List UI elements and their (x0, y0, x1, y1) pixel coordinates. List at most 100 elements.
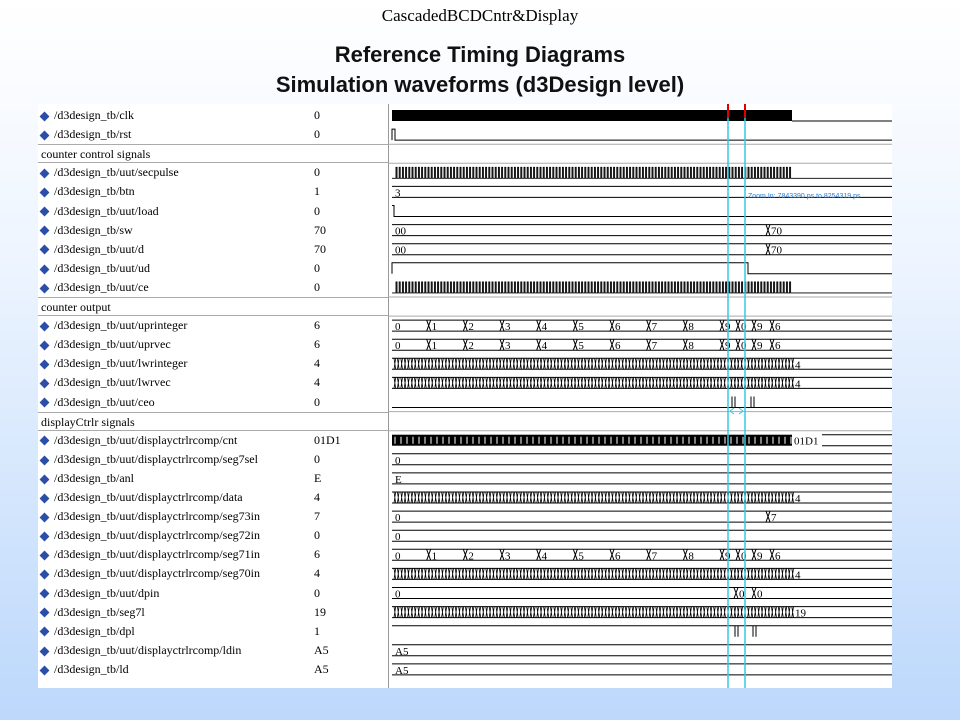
signal-value (310, 411, 388, 431)
signal-name[interactable]: /d3design_tb/sw (38, 221, 310, 240)
signal-diamond-icon (39, 168, 50, 179)
signal-diamond-icon (39, 111, 50, 122)
bus-value-label: 0 (739, 589, 745, 601)
bus-transition (682, 549, 688, 561)
signal-name[interactable]: /d3design_tb/clk (38, 106, 310, 125)
bus-value-label: 6 (775, 550, 781, 562)
header-title: CascadedBCDCntr&Display (381, 6, 579, 25)
signal-value (310, 297, 388, 316)
bus-value-label: 7 (771, 512, 777, 524)
waveform-row: A5 (392, 663, 892, 677)
waveform-row: 00 70 (392, 224, 892, 238)
signal-name[interactable]: /d3design_tb/uut/displayctrlrcomp/seg70i… (38, 564, 310, 583)
signal-name[interactable]: /d3design_tb/rst (38, 125, 310, 144)
signal-value: 4 (314, 566, 320, 581)
bus-transition (572, 549, 578, 561)
signal-name-label: /d3design_tb/uut/uprvec (54, 337, 171, 352)
signal-name[interactable]: /d3design_tb/uut/displayctrlrcomp/seg71i… (38, 545, 310, 564)
signal-diamond-icon (39, 283, 50, 294)
signal-value: A5 (314, 661, 329, 676)
signal-name[interactable]: /d3design_tb/uut/displayctrlrcomp/cnt (38, 431, 310, 450)
signal-name[interactable]: /d3design_tb/uut/uprinteger (38, 316, 310, 335)
signal-name[interactable]: /d3design_tb/uut/secpulse (38, 163, 310, 182)
bus-value-label: 7 (652, 340, 658, 352)
signal-diamond-icon (39, 474, 50, 485)
bus-value-label: 8 (688, 321, 694, 333)
signal-value (310, 144, 388, 164)
bus-transition (426, 549, 432, 561)
bus-transition (751, 319, 757, 332)
signal-name[interactable]: /d3design_tb/uut/displayctrlrcomp/ldin (38, 641, 310, 660)
bus-value-label: 19 (795, 608, 807, 620)
signal-name[interactable]: /d3design_tb/uut/lwrinteger (38, 354, 310, 373)
signal-value: 0 (314, 451, 320, 466)
signal-diamond-icon (39, 455, 50, 465)
bus-transition (735, 339, 741, 351)
bus-transition (769, 319, 775, 332)
signal-value: 7 (314, 509, 320, 524)
signal-name[interactable]: /d3design_tb/uut/d (38, 240, 310, 259)
dense-bus (393, 358, 794, 370)
dense-bus (393, 491, 794, 504)
bus-transition (751, 549, 757, 561)
waveform-row: 19 (392, 606, 892, 620)
bus-value-label: 0 (741, 340, 747, 352)
signal-name[interactable]: /d3design_tb/uut/displayctrlrcomp/data (38, 488, 310, 507)
signal-value: 0 (314, 108, 320, 122)
signal-name[interactable]: /d3design_tb/uut/load (38, 202, 310, 221)
signal-value-column: 0 0 0 1 0 70 70 0 0 6 6 4 4 0 01D1 0 E 4 7 0 6 4 0 19 1 A5 A5 (310, 104, 389, 688)
signal-diamond-icon (39, 244, 50, 255)
signal-name[interactable]: /d3design_tb/uut/uprvec (38, 335, 310, 354)
signal-name[interactable]: /d3design_tb/uut/ce (38, 278, 310, 297)
signal-value: 4 (314, 356, 320, 371)
bus-transition (609, 339, 615, 351)
section-header[interactable]: displayCtrlr signals (38, 411, 310, 431)
bus-value-label: 4 (542, 340, 548, 352)
section-header[interactable]: counter control signals (38, 144, 310, 164)
signal-name[interactable]: /d3design_tb/seg7l (38, 603, 310, 622)
bus-value-label: 2 (468, 550, 474, 562)
reset-wave (391, 128, 892, 141)
signal-name-label: /d3design_tb/uut/dpin (54, 585, 160, 600)
bus-transition (609, 549, 615, 561)
signal-name[interactable]: /d3design_tb/uut/displayctrlrcomp/seg7se… (38, 450, 310, 469)
bus-value-label: A5 (395, 646, 409, 658)
bus-transition (499, 339, 505, 351)
signal-diamond-icon (39, 512, 50, 523)
bus-value-label: 3 (505, 550, 511, 562)
signal-name[interactable]: /d3design_tb/uut/ud (38, 259, 310, 278)
bus-value-label: 7 (652, 321, 658, 333)
bus-transition (765, 510, 771, 523)
signal-diamond-icon (39, 321, 50, 332)
signal-name-label: counter control signals (41, 147, 151, 162)
bus-value-label: 4 (795, 359, 801, 371)
cnt-bus (392, 434, 792, 446)
signal-diamond-icon (39, 435, 50, 446)
signal-name[interactable]: /d3design_tb/ld (38, 660, 310, 679)
bus-transition (499, 319, 505, 332)
signal-name[interactable]: /d3design_tb/uut/dpin (38, 584, 310, 603)
bus-value-label: 1 (432, 550, 438, 562)
waveform-row: 0123456789096 (392, 548, 892, 562)
bus-transition (765, 224, 771, 236)
signal-value: 01D1 (314, 432, 341, 447)
bus-value-label: 0 (395, 512, 401, 524)
waveform-row (391, 128, 892, 141)
signal-name[interactable]: /d3design_tb/btn (38, 182, 310, 201)
waveform-row (392, 205, 892, 217)
signal-name[interactable]: /d3design_tb/uut/ceo (38, 393, 310, 412)
signal-diamond-icon (39, 493, 50, 504)
page-title: Reference Timing Diagrams Simulation wav… (0, 40, 960, 100)
signal-name[interactable]: /d3design_tb/uut/displayctrlrcomp/seg73i… (38, 507, 310, 526)
bus-value-label: 0 (741, 321, 747, 333)
signal-name[interactable]: /d3design_tb/dpl (38, 622, 310, 641)
signal-diamond-icon (39, 130, 50, 141)
bus-transition (733, 587, 739, 599)
signal-name[interactable]: /d3design_tb/uut/lwrvec (38, 373, 310, 392)
waveform-area[interactable]: 300700070012345678909601234567890964401D… (388, 104, 892, 688)
bus-transition (682, 319, 688, 332)
section-header[interactable]: counter output (38, 297, 310, 316)
signal-name[interactable]: /d3design_tb/anl (38, 469, 310, 488)
signal-name[interactable]: /d3design_tb/uut/displayctrlrcomp/seg72i… (38, 526, 310, 545)
